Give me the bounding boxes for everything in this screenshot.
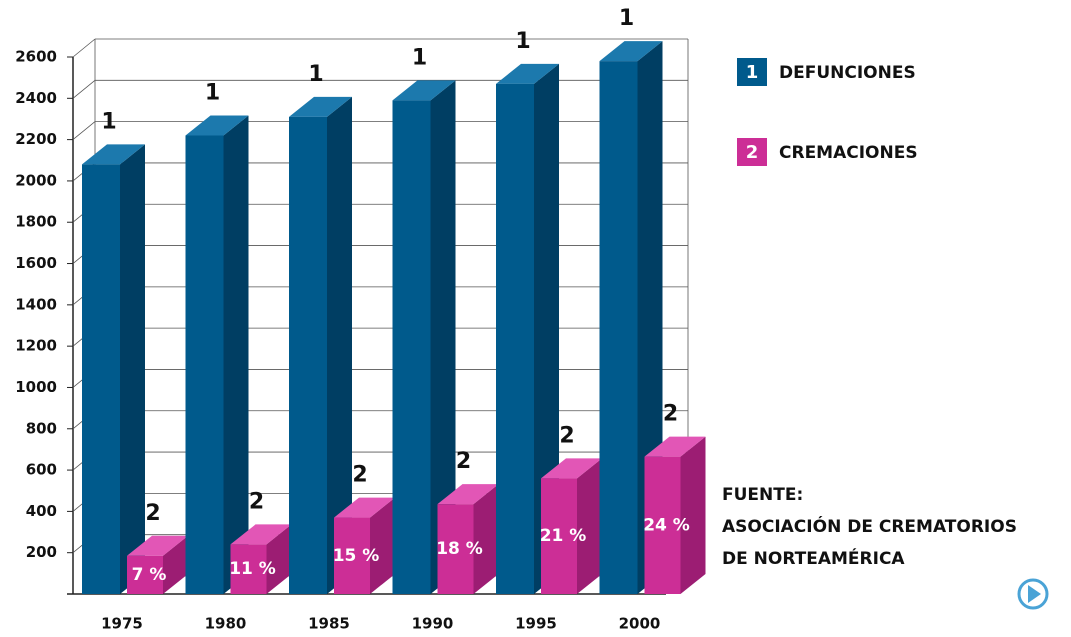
bar-label: 24 % (643, 515, 690, 535)
bar-top (127, 535, 188, 556)
source-note: FUENTE: (722, 485, 803, 505)
series-key-label: 2 (352, 463, 367, 488)
bar-top (230, 524, 292, 545)
series-key-label: 1 (205, 80, 220, 105)
bar-side (120, 144, 145, 594)
source-note: ASOCIACIÓN DE CREMATORIOS (722, 515, 1017, 537)
y-tick-label: 1600 (15, 254, 57, 272)
source-note: DE NORTEAMÉRICA (722, 547, 905, 569)
y-tick-label: 2600 (15, 48, 57, 66)
series-key-label: 2 (663, 402, 678, 427)
bar (541, 478, 577, 594)
bar (289, 116, 327, 595)
x-tick-label: 1980 (205, 615, 247, 633)
y-tick-label: 1800 (15, 213, 57, 231)
x-tick-label: 1990 (412, 615, 454, 633)
bar-side (266, 524, 292, 594)
bar (392, 100, 431, 594)
bar-side (680, 436, 706, 594)
bar-top (644, 436, 706, 457)
bar-side (534, 63, 559, 595)
y-tick-label: 2200 (15, 130, 57, 148)
bar (437, 504, 474, 594)
series-key-label: 1 (308, 62, 323, 87)
bar-side (163, 535, 188, 594)
grid-line (72, 79, 96, 99)
bar-label: 7 % (132, 565, 167, 585)
series-key-label: 1 (101, 109, 116, 134)
bar-side (577, 458, 602, 594)
bar-top (437, 484, 499, 505)
series-key-label: 2 (145, 501, 160, 526)
legend-key: 1 (746, 62, 759, 83)
y-tick-label: 1200 (15, 337, 57, 355)
bar-side (473, 484, 499, 594)
bar (496, 83, 534, 594)
bar (185, 135, 224, 594)
bar-label: 15 % (333, 546, 380, 566)
x-tick-label: 1985 (308, 615, 350, 633)
bar-top (541, 458, 602, 479)
bar-top (185, 115, 249, 136)
legend-key: 2 (746, 142, 759, 163)
bar-side (223, 115, 249, 594)
series-key-label: 2 (559, 423, 574, 448)
grid-line (72, 121, 96, 140)
bar-top (289, 96, 352, 117)
grid-line (72, 38, 96, 58)
x-tick-label: 1995 (515, 615, 557, 633)
play-button[interactable] (1017, 578, 1049, 610)
y-tick-label: 1400 (15, 295, 57, 313)
x-tick-label: 2000 (619, 615, 661, 633)
bar-side (370, 497, 395, 594)
x-tick-label: 1975 (101, 615, 143, 633)
bar (644, 456, 681, 594)
series-key-label: 1 (619, 6, 634, 31)
bar-top (496, 63, 559, 84)
bar (127, 555, 163, 594)
bar-top (599, 41, 663, 62)
bar (599, 61, 638, 595)
bar-top (392, 80, 456, 101)
legend-label: CREMACIONES (779, 143, 918, 163)
bar-label: 18 % (436, 539, 483, 559)
bar-label: 21 % (540, 526, 587, 546)
bar-side (327, 96, 352, 595)
y-tick-label: 600 (26, 461, 57, 479)
bar (82, 164, 120, 594)
legend-label: DEFUNCIONES (779, 63, 916, 83)
series-key-label: 1 (412, 45, 427, 70)
y-tick-label: 2400 (15, 89, 57, 107)
legend-swatch (737, 58, 767, 86)
bar-label: 11 % (229, 559, 276, 579)
bar-top (334, 497, 395, 518)
bar-side (430, 80, 456, 595)
bar-top (82, 144, 145, 165)
y-tick-label: 400 (26, 502, 57, 520)
series-key-label: 1 (515, 29, 530, 54)
series-key-label: 2 (249, 489, 264, 514)
bar (334, 517, 370, 594)
y-tick-label: 800 (26, 419, 57, 437)
legend-swatch (737, 138, 767, 166)
y-tick-label: 2000 (15, 171, 57, 189)
bar (230, 544, 267, 594)
series-key-label: 2 (456, 449, 471, 474)
y-tick-label: 1000 (15, 378, 57, 396)
y-tick-label: 200 (26, 543, 57, 561)
